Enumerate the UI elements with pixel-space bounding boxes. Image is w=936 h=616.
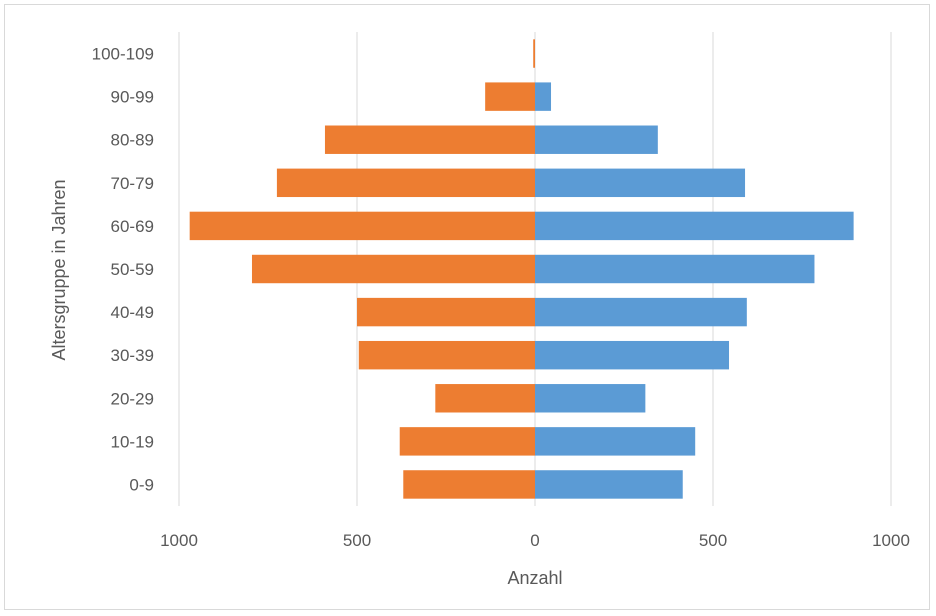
category-label: 50-59 bbox=[111, 260, 154, 279]
category-label: 0-9 bbox=[129, 475, 154, 494]
bar-series0-20-29 bbox=[435, 384, 535, 413]
x-tick-label: 500 bbox=[343, 531, 371, 550]
x-tick-label: 0 bbox=[530, 531, 539, 550]
category-label: 60-69 bbox=[111, 217, 154, 236]
category-label: 20-29 bbox=[111, 389, 154, 408]
bar-series0-30-39 bbox=[358, 340, 535, 370]
bar-series0-0-9 bbox=[403, 470, 535, 499]
bar-series1-10-19 bbox=[535, 427, 696, 456]
bar-series1-80-89 bbox=[535, 125, 658, 154]
x-tick-label: 500 bbox=[699, 531, 727, 550]
category-label: 10-19 bbox=[111, 432, 154, 451]
bar-series0-10-19 bbox=[399, 427, 535, 456]
bar-series1-60-69 bbox=[535, 211, 854, 241]
bar-series0-70-79 bbox=[276, 168, 535, 198]
bar-series0-50-59 bbox=[251, 254, 536, 284]
category-label: 70-79 bbox=[111, 174, 154, 193]
category-label: 30-39 bbox=[111, 346, 154, 365]
category-label: 100-109 bbox=[92, 45, 154, 64]
y-axis-title: Altersgruppe in Jahren bbox=[49, 179, 69, 360]
bar-series1-0-9 bbox=[535, 470, 683, 499]
bar-series0-60-69 bbox=[189, 211, 535, 241]
x-tick-labels: 1000 500 0 500 1000 bbox=[160, 531, 910, 550]
x-tick-label: 1000 bbox=[160, 531, 198, 550]
bar-series1-20-29 bbox=[535, 384, 646, 413]
category-label: 90-99 bbox=[111, 88, 154, 107]
bar-series1-40-49 bbox=[535, 297, 747, 327]
bars bbox=[189, 39, 854, 499]
x-axis-title: Anzahl bbox=[507, 568, 562, 588]
bar-series0-80-89 bbox=[324, 125, 535, 154]
bar-series1-30-39 bbox=[535, 340, 730, 370]
bar-series1-70-79 bbox=[535, 168, 746, 198]
bar-series1-90-99 bbox=[535, 82, 552, 111]
bar-series1-50-59 bbox=[535, 254, 815, 284]
bar-series0-90-99 bbox=[485, 82, 535, 111]
bar-series0-100-109 bbox=[533, 39, 535, 68]
category-label: 40-49 bbox=[111, 303, 154, 322]
x-tick-label: 1000 bbox=[872, 531, 910, 550]
bar-series0-40-49 bbox=[357, 297, 535, 327]
category-labels: 0-9 10-19 20-29 30-39 40-49 50-59 60-69 70-79 80… bbox=[92, 45, 154, 495]
category-label: 80-89 bbox=[111, 131, 154, 150]
